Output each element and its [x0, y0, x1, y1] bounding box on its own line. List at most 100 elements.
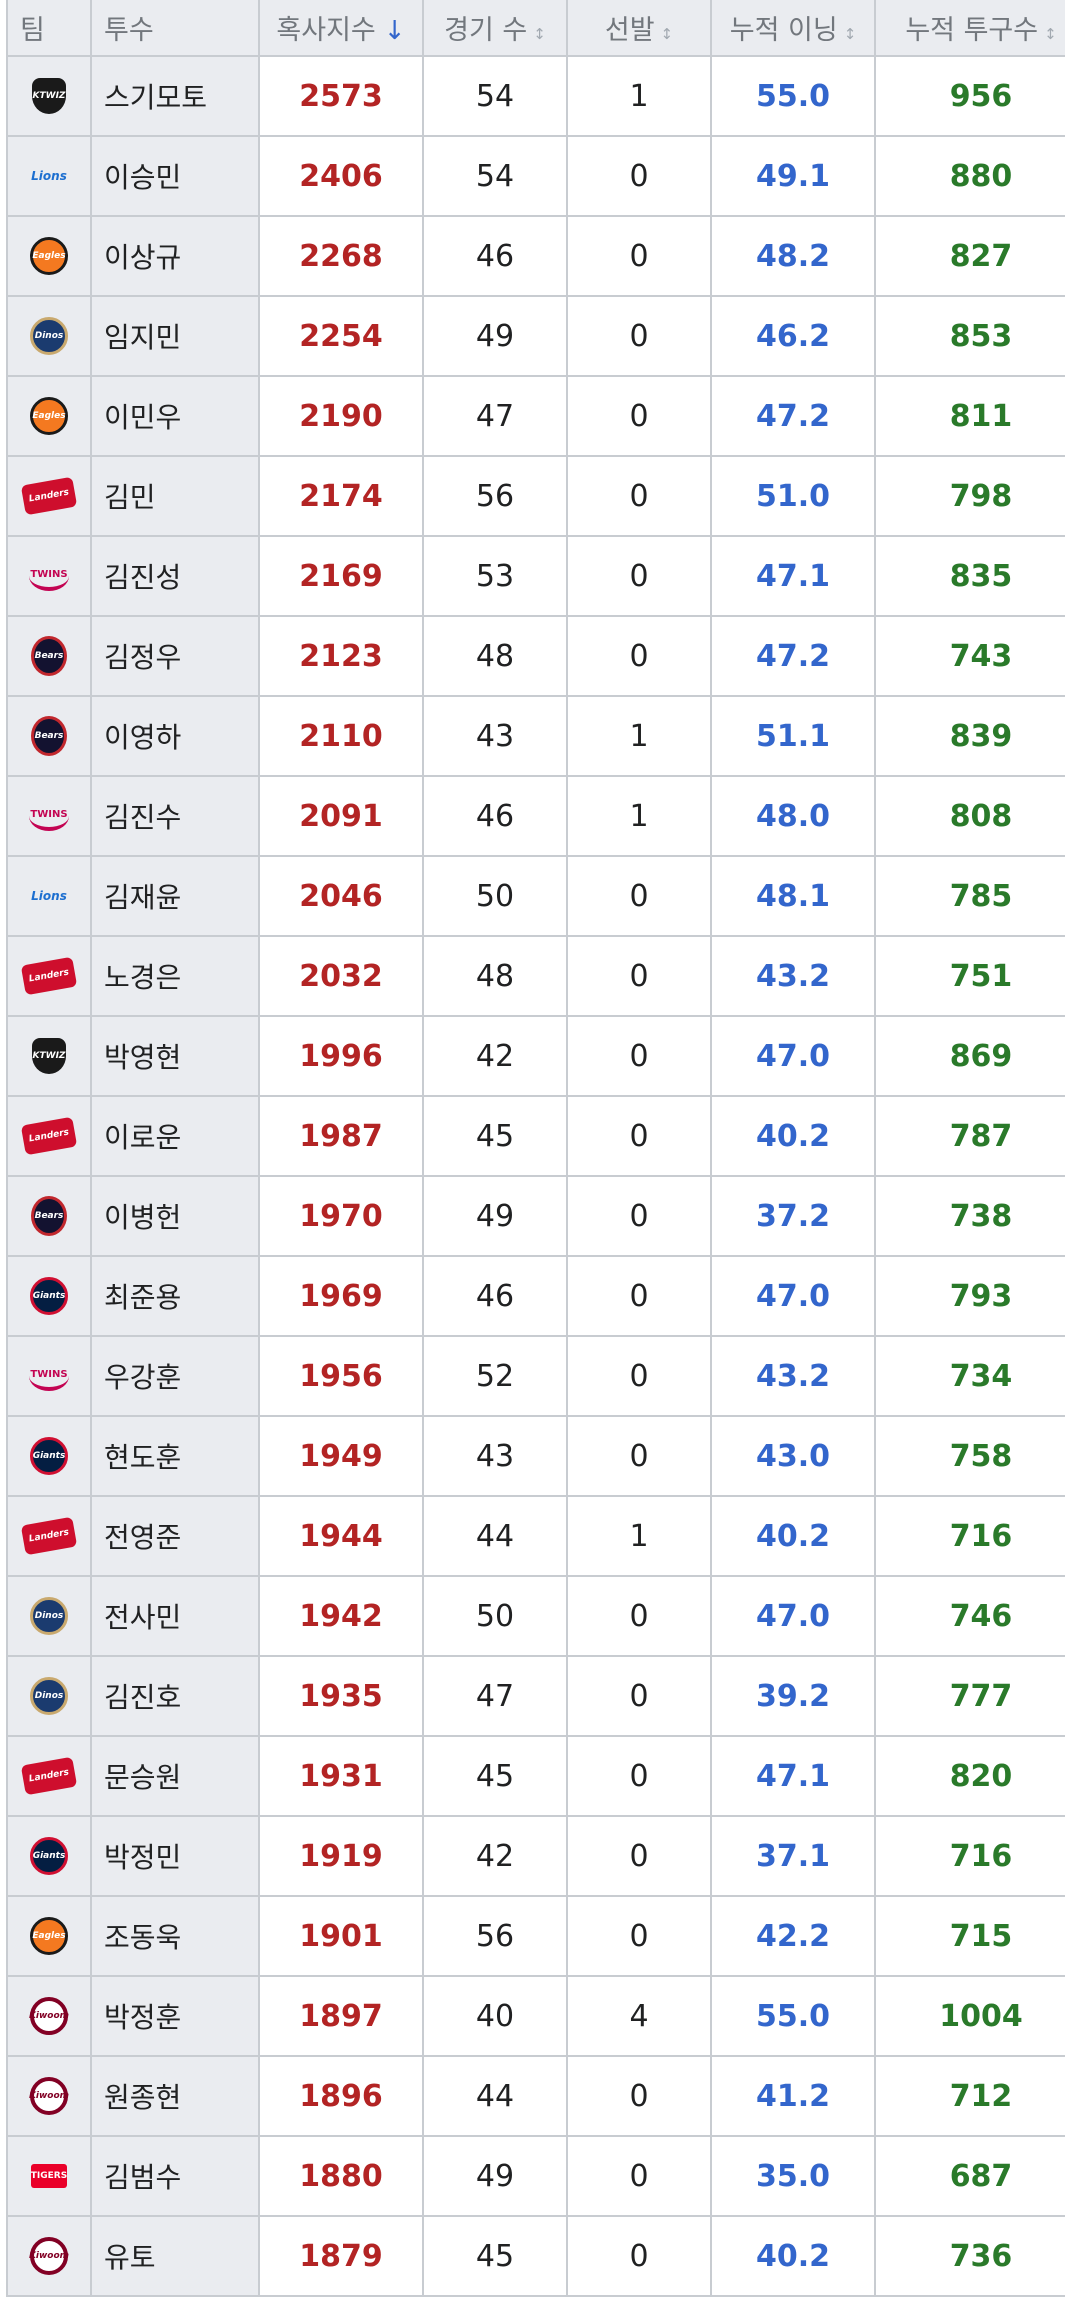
pitcher-name[interactable]: 우강훈 — [90, 1335, 260, 1417]
sort-descending-icon[interactable]: ↓ — [383, 16, 406, 46]
table-row: Landers 김민 2174 56 0 51.0 798 — [6, 455, 1065, 537]
pitcher-name[interactable]: 전사민 — [90, 1575, 260, 1657]
header-starts[interactable]: 선발 ↕ — [566, 0, 712, 57]
pitcher-name[interactable]: 이영하 — [90, 695, 260, 777]
kpi-value: 2174 — [258, 455, 424, 537]
pitcher-name[interactable]: 스기모토 — [90, 55, 260, 137]
pitches-value: 956 — [874, 55, 1065, 137]
kiwoom-heroes-logo-icon[interactable]: Kiwoom — [29, 1997, 69, 2035]
team-cell: Bears — [6, 1175, 92, 1257]
pitcher-name[interactable]: 김진수 — [90, 775, 260, 857]
pitcher-name[interactable]: 유토 — [90, 2215, 260, 2297]
header-games[interactable]: 경기 수 ↕ — [422, 0, 568, 57]
lotte-giants-logo-icon[interactable]: Giants — [30, 1837, 68, 1875]
pitches-value: 808 — [874, 775, 1065, 857]
pitcher-name[interactable]: 김민 — [90, 455, 260, 537]
pitcher-name[interactable]: 김범수 — [90, 2135, 260, 2217]
pitcher-name[interactable]: 노경은 — [90, 935, 260, 1017]
table-header-row: 팀 투수 혹사지수 ↓ 경기 수 ↕ 선발 ↕ 누적 이닝 ↕ 누적 투구수 ↕ — [6, 0, 1065, 57]
innings-value: 40.2 — [710, 1495, 876, 1577]
pitcher-name[interactable]: 임지민 — [90, 295, 260, 377]
nc-dinos-logo-icon[interactable]: Dinos — [30, 1597, 68, 1635]
pitcher-name[interactable]: 이병헌 — [90, 1175, 260, 1257]
team-cell: TWINS — [6, 1335, 92, 1417]
pitcher-name[interactable]: 김진호 — [90, 1655, 260, 1737]
ssg-landers-logo-icon[interactable]: Landers — [20, 476, 78, 516]
pitches-value: 869 — [874, 1015, 1065, 1097]
sort-toggle-icon[interactable]: ↕ — [1044, 25, 1057, 43]
kia-tigers-logo-icon[interactable]: TIGERS — [31, 2164, 67, 2188]
games-value: 54 — [422, 135, 568, 217]
starts-value: 4 — [566, 1975, 712, 2057]
innings-value: 47.0 — [710, 1255, 876, 1337]
hanwha-eagles-logo-icon[interactable]: Eagles — [30, 1917, 68, 1955]
header-pitches[interactable]: 누적 투구수 ↕ — [874, 0, 1065, 57]
samsung-lions-logo-icon[interactable]: Lions — [31, 169, 67, 183]
kt-wiz-logo-icon[interactable]: KTWIZ — [32, 78, 66, 114]
pitcher-name[interactable]: 박정민 — [90, 1815, 260, 1897]
ssg-landers-logo-icon[interactable]: Landers — [20, 1516, 78, 1556]
sort-toggle-icon[interactable]: ↕ — [660, 25, 674, 43]
pitcher-name[interactable]: 박정훈 — [90, 1975, 260, 2057]
pitcher-name[interactable]: 이상규 — [90, 215, 260, 297]
ssg-landers-logo-icon[interactable]: Landers — [20, 1116, 78, 1156]
kiwoom-heroes-logo-icon[interactable]: Kiwoom — [29, 2237, 69, 2275]
doosan-bears-logo-icon[interactable]: Bears — [31, 1196, 67, 1236]
kt-wiz-logo-icon[interactable]: KTWIZ — [32, 1038, 66, 1074]
pitcher-name[interactable]: 김진성 — [90, 535, 260, 617]
pitches-value: 746 — [874, 1575, 1065, 1657]
lotte-giants-logo-icon[interactable]: Giants — [30, 1277, 68, 1315]
starts-value: 0 — [566, 1175, 712, 1257]
header-kpi[interactable]: 혹사지수 ↓ — [258, 0, 424, 57]
hanwha-eagles-logo-icon[interactable]: Eagles — [30, 237, 68, 275]
lg-twins-logo-icon[interactable]: TWINS — [29, 561, 69, 591]
header-pitches-label: 누적 투구수 — [905, 15, 1039, 46]
kiwoom-heroes-logo-icon[interactable]: Kiwoom — [29, 2077, 69, 2115]
header-pitcher[interactable]: 투수 — [90, 0, 260, 57]
pitcher-name[interactable]: 최준용 — [90, 1255, 260, 1337]
header-innings[interactable]: 누적 이닝 ↕ — [710, 0, 876, 57]
nc-dinos-logo-icon[interactable]: Dinos — [30, 1677, 68, 1715]
pitcher-name[interactable]: 전영준 — [90, 1495, 260, 1577]
team-cell: Lions — [6, 135, 92, 217]
ssg-landers-logo-icon[interactable]: Landers — [20, 956, 78, 996]
team-cell: Kiwoom — [6, 2055, 92, 2137]
pitcher-name[interactable]: 원종현 — [90, 2055, 260, 2137]
samsung-lions-logo-icon[interactable]: Lions — [31, 889, 67, 903]
lg-twins-logo-icon[interactable]: TWINS — [29, 1361, 69, 1391]
sort-toggle-icon[interactable]: ↕ — [533, 25, 546, 43]
pitcher-name[interactable]: 조동욱 — [90, 1895, 260, 1977]
doosan-bears-logo-icon[interactable]: Bears — [31, 716, 67, 756]
table-row: Landers 이로운 1987 45 0 40.2 787 — [6, 1095, 1065, 1177]
team-cell: Landers — [6, 1495, 92, 1577]
pitcher-name[interactable]: 이민우 — [90, 375, 260, 457]
pitcher-name[interactable]: 현도훈 — [90, 1415, 260, 1497]
team-cell: Giants — [6, 1815, 92, 1897]
nc-dinos-logo-icon[interactable]: Dinos — [30, 317, 68, 355]
pitcher-name[interactable]: 이승민 — [90, 135, 260, 217]
table-row: Dinos 김진호 1935 47 0 39.2 777 — [6, 1655, 1065, 1737]
games-value: 48 — [422, 615, 568, 697]
hanwha-eagles-logo-icon[interactable]: Eagles — [30, 397, 68, 435]
header-team[interactable]: 팀 — [6, 0, 92, 57]
table-row: TWINS 김진수 2091 46 1 48.0 808 — [6, 775, 1065, 857]
games-value: 52 — [422, 1335, 568, 1417]
lg-twins-logo-icon[interactable]: TWINS — [29, 801, 69, 831]
header-games-label: 경기 수 — [444, 15, 528, 46]
pitcher-name[interactable]: 박영현 — [90, 1015, 260, 1097]
starts-value: 0 — [566, 2215, 712, 2297]
lotte-giants-logo-icon[interactable]: Giants — [30, 1437, 68, 1475]
pitcher-name[interactable]: 김재윤 — [90, 855, 260, 937]
innings-value: 43.2 — [710, 935, 876, 1017]
innings-value: 37.1 — [710, 1815, 876, 1897]
pitcher-name[interactable]: 문승원 — [90, 1735, 260, 1817]
doosan-bears-logo-icon[interactable]: Bears — [31, 636, 67, 676]
ssg-landers-logo-icon[interactable]: Landers — [20, 1756, 78, 1796]
pitcher-name[interactable]: 이로운 — [90, 1095, 260, 1177]
innings-value: 48.2 — [710, 215, 876, 297]
games-value: 42 — [422, 1815, 568, 1897]
sort-toggle-icon[interactable]: ↕ — [843, 25, 857, 43]
starts-value: 1 — [566, 695, 712, 777]
pitcher-name[interactable]: 김정우 — [90, 615, 260, 697]
games-value: 44 — [422, 1495, 568, 1577]
